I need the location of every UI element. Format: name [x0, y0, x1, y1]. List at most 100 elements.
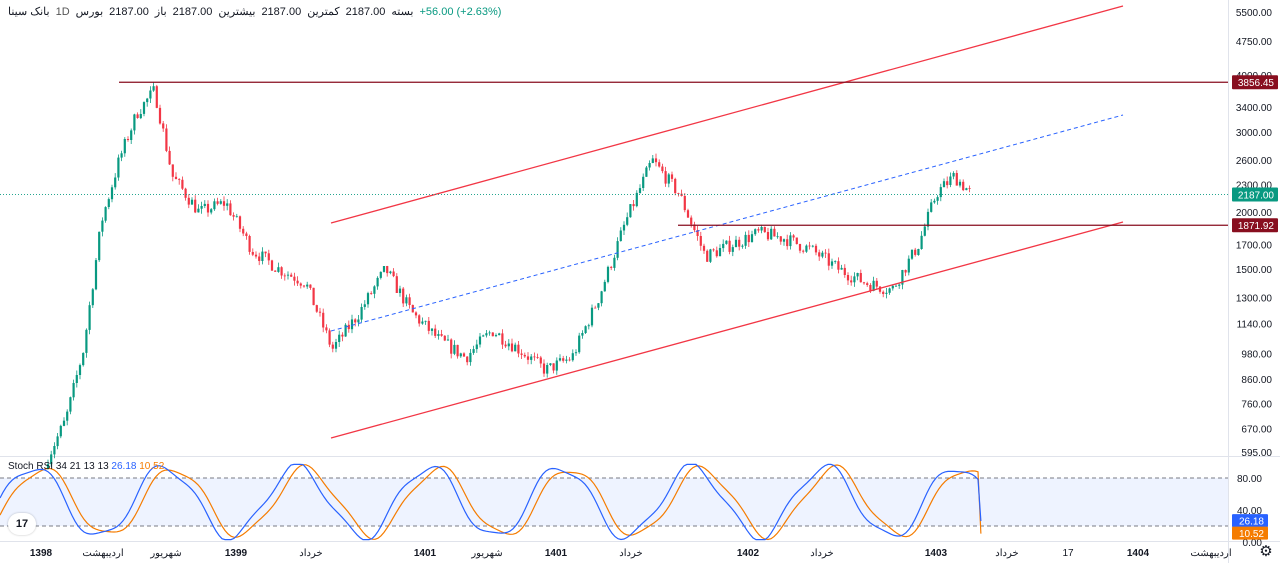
- indicator-name[interactable]: Stoch RSI: [8, 461, 54, 472]
- candle-body: [725, 240, 728, 244]
- candle-body: [437, 334, 440, 336]
- open-value: 2187.00: [109, 5, 149, 18]
- gear-icon[interactable]: ⚙: [1259, 543, 1273, 560]
- candle-body: [258, 256, 261, 261]
- candle-body: [53, 446, 56, 455]
- candle-body: [424, 320, 427, 322]
- candle-body: [315, 305, 318, 312]
- candle-body: [56, 436, 59, 447]
- candle-body: [386, 266, 389, 274]
- candle-body: [738, 239, 741, 247]
- candle-body: [542, 363, 546, 374]
- candle-body: [430, 328, 434, 331]
- candle-body: [264, 251, 267, 254]
- symbol-name[interactable]: بانک سینا: [8, 6, 50, 18]
- support-tag: [1232, 218, 1278, 233]
- indicator-legend[interactable]: Stoch RSI 34 21 13 13 26.18 10.52: [8, 461, 164, 472]
- candle-body: [658, 162, 661, 167]
- candle-body: [354, 319, 357, 323]
- time-axis-label: 1404: [1127, 548, 1150, 559]
- axes[interactable]: 5500.004750.004000.003400.003000.002600.…: [30, 8, 1278, 559]
- candle-body: [712, 249, 715, 251]
- candle-body: [606, 266, 610, 282]
- candle-body: [891, 285, 894, 289]
- candle-body: [427, 320, 430, 331]
- price-axis-label: 595.00: [1241, 448, 1272, 459]
- candle-body: [622, 224, 626, 231]
- candle-body: [312, 287, 315, 306]
- candle-body: [370, 293, 373, 294]
- candle-body: [654, 158, 658, 163]
- candle-body: [866, 283, 869, 285]
- candle-body: [808, 245, 811, 247]
- channel-upper-line: [330, 5, 1124, 224]
- oscillator-pane[interactable]: [0, 463, 1228, 541]
- candle-body: [98, 231, 101, 261]
- low-label: کمترین: [307, 6, 340, 18]
- candle-body: [123, 139, 126, 154]
- candle-body: [62, 420, 66, 426]
- candle-body: [846, 275, 850, 281]
- candle-body: [50, 454, 53, 465]
- candle-body: [942, 181, 946, 188]
- high-label: بیشترین: [218, 6, 256, 18]
- candle-body: [920, 235, 923, 249]
- tradingview-logo-icon[interactable]: 17: [8, 513, 36, 535]
- candle-body: [587, 325, 590, 327]
- candle-body: [741, 245, 744, 247]
- candle-body: [760, 227, 763, 231]
- price-axis-label: 1140.00: [1237, 319, 1273, 330]
- candle-body: [744, 234, 747, 246]
- candle-body: [552, 363, 555, 371]
- candle-body: [274, 270, 277, 272]
- price-axis-label: 760.00: [1241, 400, 1272, 411]
- close-value: 2187.00: [345, 5, 386, 18]
- time-axis-label: 1399: [225, 548, 248, 559]
- candle-body: [120, 153, 123, 158]
- candle-body: [504, 344, 507, 347]
- candle-body: [421, 321, 424, 324]
- candle-body: [507, 343, 510, 347]
- time-axis-label: شهریور: [149, 548, 181, 559]
- candle-body: [206, 203, 210, 213]
- candle-body: [875, 280, 878, 287]
- candle-body: [670, 174, 674, 179]
- candle-body: [968, 188, 971, 189]
- candle-body: [491, 332, 494, 337]
- time-axis-label: اردیبهشت: [1190, 548, 1231, 559]
- candle-body: [917, 249, 920, 255]
- candle-body: [613, 257, 616, 268]
- candle-body: [472, 349, 475, 353]
- candle-body: [152, 86, 155, 91]
- candle-body: [46, 464, 50, 469]
- close-label: بسته: [391, 6, 414, 18]
- candle-body: [824, 252, 827, 254]
- channel-lower-line: [330, 221, 1124, 439]
- candle-body: [110, 187, 114, 200]
- interval-label[interactable]: 1D: [55, 5, 70, 18]
- candle-body: [149, 90, 152, 99]
- candle-body: [210, 209, 213, 213]
- candle-body: [731, 247, 734, 252]
- candle-body: [830, 261, 834, 266]
- candle-body: [158, 107, 162, 124]
- drawings[interactable]: [0, 5, 1228, 439]
- candle-body: [693, 224, 696, 231]
- candle-body: [558, 358, 562, 361]
- price-axis-label: 2600.00: [1236, 156, 1273, 167]
- candle-body: [498, 333, 501, 336]
- candle-body: [219, 201, 222, 204]
- candle-body: [571, 353, 574, 361]
- resistance-tag-text: 3856.45: [1238, 78, 1275, 89]
- candle-body: [770, 228, 773, 240]
- candle-body: [811, 245, 814, 247]
- candle-body: [235, 216, 238, 218]
- candle-body: [661, 166, 664, 172]
- candle-body: [325, 327, 328, 331]
- candle-body: [898, 284, 901, 286]
- price-axis-label: 1300.00: [1236, 293, 1273, 304]
- candle-body: [597, 303, 600, 308]
- symbol-legend[interactable]: بانک سینا 1D بورس 2187.00 باز 2187.00 بیشت…: [8, 5, 501, 19]
- price-axis-label: 2300.00: [1236, 181, 1273, 192]
